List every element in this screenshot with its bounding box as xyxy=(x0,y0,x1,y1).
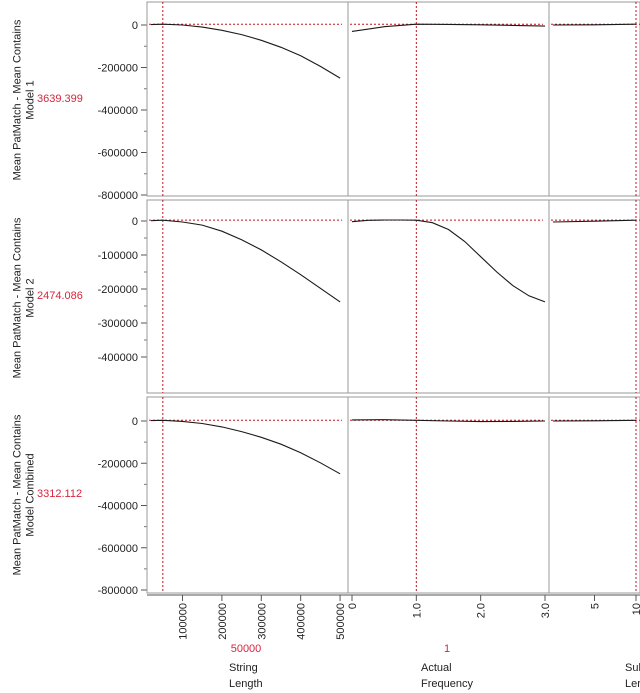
x-tick-label: 3.0 xyxy=(540,603,552,618)
x-tick-label: 10 xyxy=(631,603,640,615)
y-tick-label: -100000 xyxy=(98,250,138,262)
profile-panel-frame xyxy=(146,1,349,197)
profile-panel-frame xyxy=(347,1,550,197)
profile-curve xyxy=(150,23,341,79)
y-tick-label: -400000 xyxy=(98,501,138,513)
x-tick-label: 1.0 xyxy=(411,603,423,618)
profile-panel-frame xyxy=(548,1,640,197)
profile-panel-frame xyxy=(548,396,640,594)
profile-panel-frame xyxy=(146,396,349,594)
x-tick-label: 500000 xyxy=(335,603,347,640)
y-tick-label: -600000 xyxy=(98,543,138,555)
x-tick-label: 100000 xyxy=(178,603,190,640)
x-tick-label: 200000 xyxy=(217,603,229,640)
actual-frequency-factor-label: Actual Frequency xyxy=(421,662,473,690)
x-tick-label: 0 xyxy=(347,603,359,609)
x-tick-label: 300000 xyxy=(256,603,268,640)
row-2-current-value: 2474.086 xyxy=(37,290,83,302)
third-factor-label: Sul Ler xyxy=(625,662,640,690)
y-tick-label: -200000 xyxy=(98,63,138,75)
actual-frequency-current-value[interactable]: 1 xyxy=(443,643,451,655)
x-tick-label: 400000 xyxy=(296,603,308,640)
profile-panel-frame xyxy=(146,199,349,394)
profile-curve xyxy=(351,419,546,423)
profile-curve xyxy=(552,419,637,422)
y-tick-label: -600000 xyxy=(98,148,138,160)
y-tick-label: 0 xyxy=(132,20,138,32)
profile-curve xyxy=(351,23,546,32)
y-tick-label: -200000 xyxy=(98,284,138,296)
x-tick-label: 5 xyxy=(590,603,602,609)
y-tick-label: 0 xyxy=(132,216,138,228)
profile-curve xyxy=(552,23,637,26)
y-tick-label: -800000 xyxy=(98,585,138,597)
y-tick-label: -300000 xyxy=(98,318,138,330)
profile-panel-frame xyxy=(347,396,550,594)
profile-curve xyxy=(351,219,546,303)
y-tick-label: -400000 xyxy=(98,352,138,364)
x-tick-label: 2.0 xyxy=(476,603,488,618)
profile-curve xyxy=(552,219,637,223)
row-3-current-value: 3312.112 xyxy=(37,488,83,500)
row-1-current-value: 3639.399 xyxy=(37,93,83,105)
y-tick-label: 0 xyxy=(132,416,138,428)
y-tick-label: -800000 xyxy=(98,190,138,202)
string-length-factor-label: String Length xyxy=(229,662,263,690)
y-tick-label: -200000 xyxy=(98,458,138,470)
profile-panel-frame xyxy=(548,199,640,394)
string-length-current-value[interactable]: 50000 xyxy=(230,643,262,655)
profile-curve xyxy=(150,219,341,303)
y-tick-label: -400000 xyxy=(98,105,138,117)
profile-curve xyxy=(150,419,341,475)
